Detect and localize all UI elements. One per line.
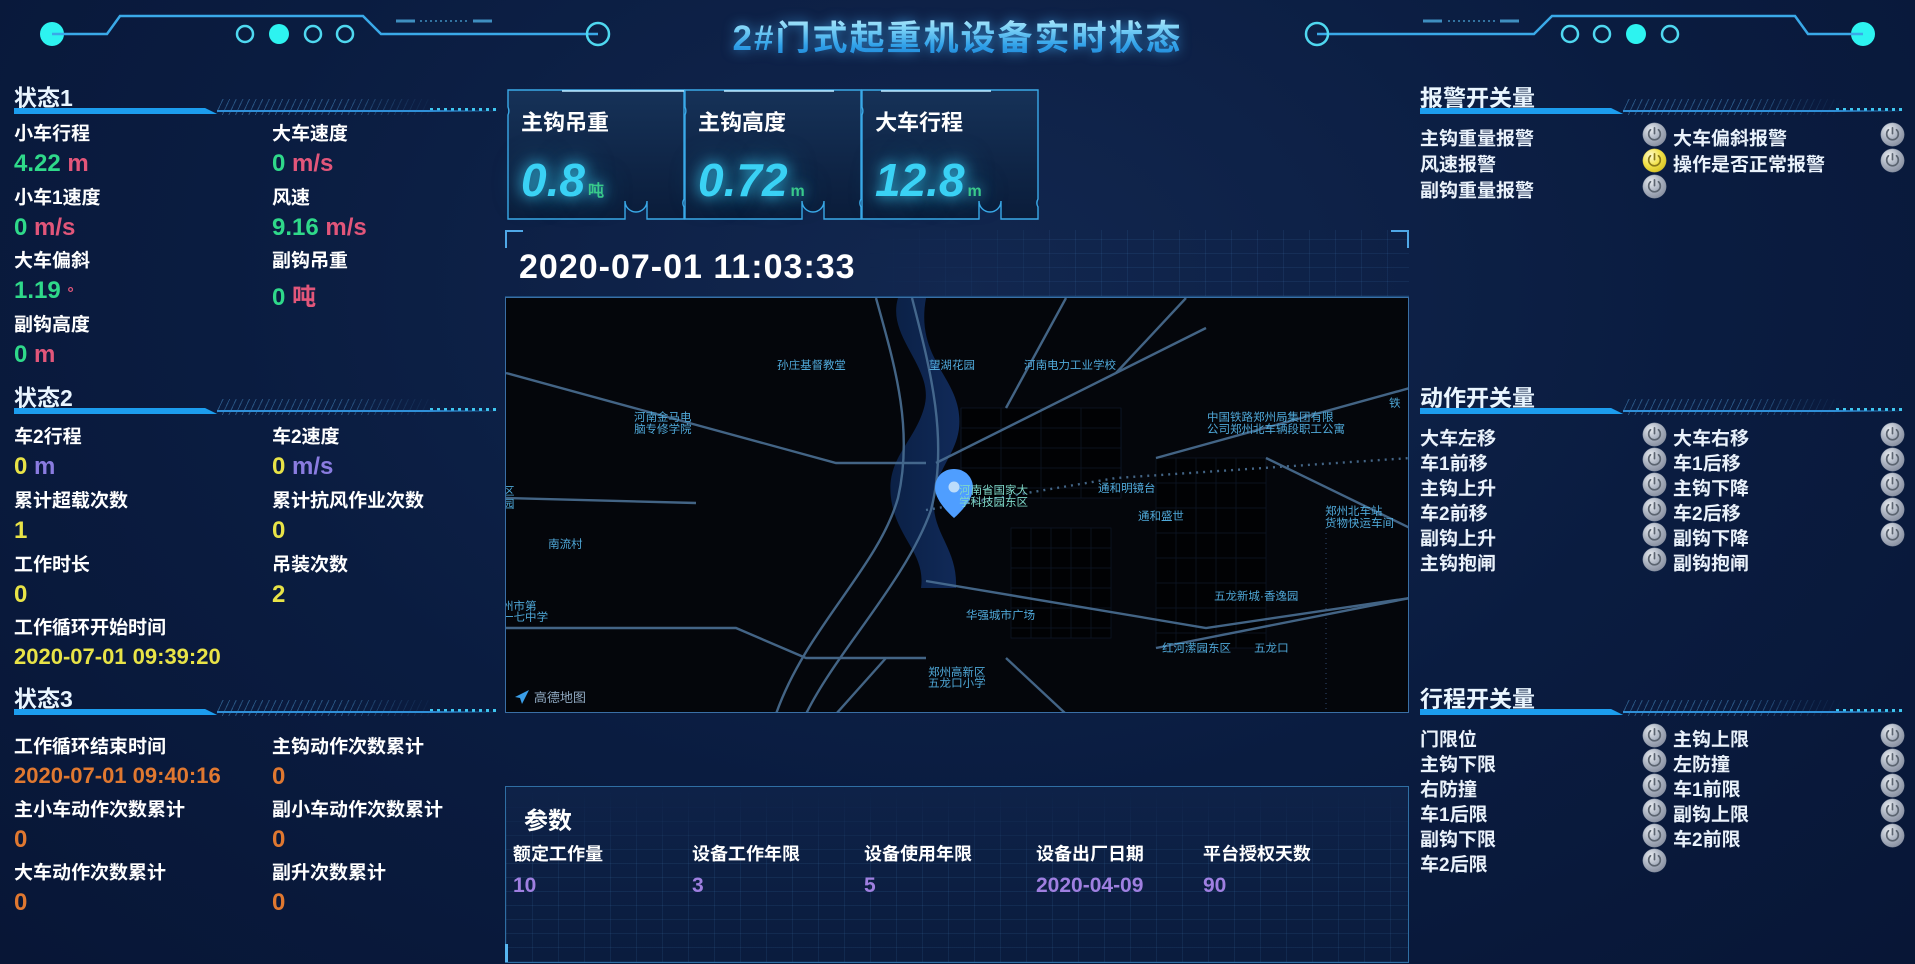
svg-text:孙庄基督教堂: 孙庄基督教堂 bbox=[777, 359, 846, 372]
svg-text:五龙口小学: 五龙口小学 bbox=[928, 676, 986, 690]
svg-text:望湖花园: 望湖花园 bbox=[929, 359, 975, 372]
svg-text:南流村: 南流村 bbox=[548, 537, 583, 551]
svg-text:河南金马电: 河南金马电 bbox=[634, 411, 692, 424]
svg-text:通和盛世: 通和盛世 bbox=[1138, 509, 1184, 523]
svg-text:中国铁路郑州局集团有限: 中国铁路郑州局集团有限 bbox=[1207, 410, 1334, 424]
svg-text:脑专修学院: 脑专修学院 bbox=[634, 423, 692, 436]
svg-text:红河潆园东区: 红河潆园东区 bbox=[1162, 641, 1231, 655]
svg-text:公司郑州北车辆段职工公寓: 公司郑州北车辆段职工公寓 bbox=[1207, 422, 1345, 436]
svg-text:河南省国家大: 河南省国家大 bbox=[959, 484, 1028, 497]
svg-text:华强城市广场: 华强城市广场 bbox=[966, 608, 1035, 622]
svg-text:园: 园 bbox=[506, 499, 515, 511]
svg-text:货物快运车间: 货物快运车间 bbox=[1325, 516, 1394, 530]
svg-text:区: 区 bbox=[506, 486, 515, 498]
svg-text:河南电力工业学校: 河南电力工业学校 bbox=[1024, 358, 1116, 372]
svg-text:一七中学: 一七中学 bbox=[506, 611, 548, 624]
svg-text:铁: 铁 bbox=[1389, 397, 1401, 410]
svg-text:州市第: 州市第 bbox=[506, 599, 537, 613]
svg-text:通和明镜台: 通和明镜台 bbox=[1098, 482, 1156, 495]
svg-text:郑州北车站: 郑州北车站 bbox=[1325, 504, 1383, 518]
svg-text:学科技园东区: 学科技园东区 bbox=[959, 496, 1028, 509]
svg-text:郑州高新区: 郑州高新区 bbox=[928, 665, 986, 679]
svg-text:五龙新城·香逸园: 五龙新城·香逸园 bbox=[1214, 589, 1298, 603]
svg-text:五龙口: 五龙口 bbox=[1254, 641, 1289, 655]
